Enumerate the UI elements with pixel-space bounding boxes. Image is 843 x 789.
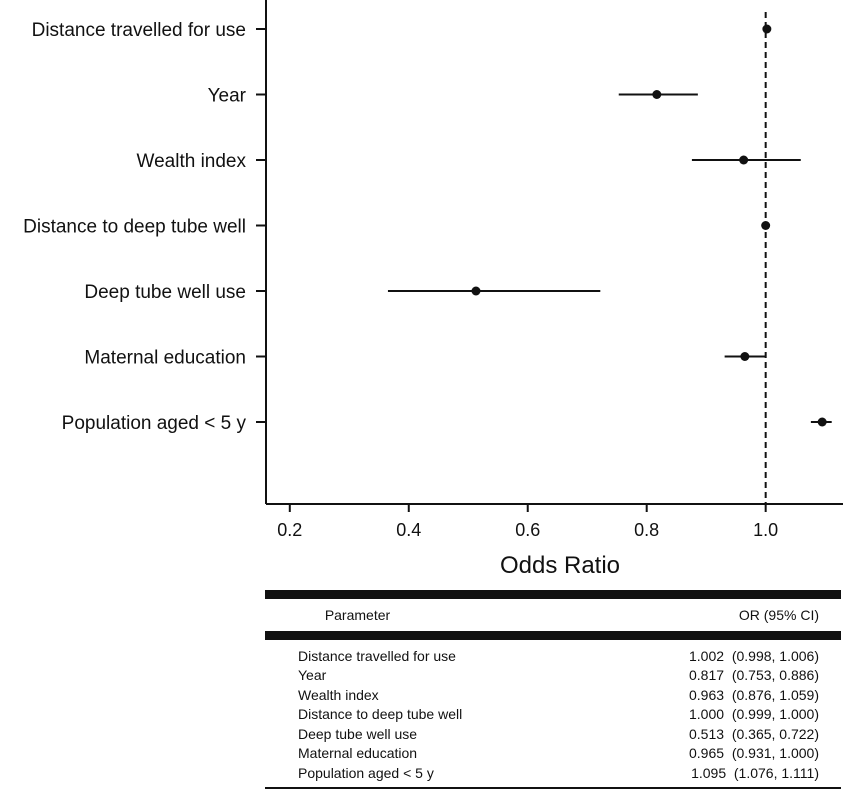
table-cell-or: 0.817 (0.753, 0.886) [689,667,819,684]
or-point [652,90,662,99]
x-tick-label: 0.8 [634,520,659,540]
table-row: Distance travelled for use 1.002 (0.998, … [265,646,841,666]
x-axis-label: Odds Ratio [500,552,620,579]
table-body: Distance travelled for use 1.002 (0.998, … [265,640,841,787]
table-cell-parameter: Deep tube well use [298,725,418,742]
table-row: Population aged < 5 y 1.095 (1.076, 1.111… [265,763,841,783]
or-point [762,24,772,34]
table-cell-parameter: Wealth index [298,686,379,703]
row-label: Wealth index [137,151,247,172]
or-point [740,352,750,361]
table-cell-or: 1.095 (1.076, 1.111) [691,764,819,781]
table-row: Wealth index 0.963 (0.876, 1.059) [265,685,841,705]
table-cell-parameter: Distance to deep tube well [298,706,463,723]
row-label: Population aged < 5 y [62,413,247,434]
x-tick-label: 0.6 [515,520,540,540]
or-point [471,286,481,296]
table-cell-parameter: Year [298,667,327,684]
row-label: Deep tube well use [84,282,246,303]
header-or: OR (95% CI) [738,607,819,623]
table-cell-parameter: Maternal education [298,745,418,762]
x-tick-label: 1.0 [753,520,778,540]
row-label: Year [208,86,247,107]
table-row: Maternal education 0.965 (0.931, 1.000) [265,744,841,764]
x-tick-label: 0.2 [277,520,302,540]
row-label: Distance to deep tube well [23,217,246,238]
table-row: Deep tube well use 0.513 (0.365, 0.722) [265,724,841,744]
table-bottom-rule [265,786,841,789]
table-cell-parameter: Population aged < 5 y [298,764,434,781]
table-cell-or: 0.963 (0.876, 1.059) [689,686,819,703]
x-tick-label: 0.4 [396,520,421,540]
table-header-rule [265,631,841,640]
results-table: Parameter OR (95% CI) Distance travelled… [265,590,841,789]
or-point [761,221,771,230]
table-cell-or: 0.513 (0.365, 0.722) [689,725,819,742]
forest-plot: 0.2 0.4 0.6 0.8 1.0 Distance travelled for us… [23,0,843,579]
table-row: Distance to deep tube well 1.000 (0.999, … [265,705,841,725]
table-cell-parameter: Distance travelled for use [298,647,456,664]
table-top-rule [265,590,841,599]
or-point [739,155,749,165]
table-cell-or: 1.000 (0.999, 1.000) [689,706,819,723]
table-row: Year 0.817 (0.753, 0.886) [265,666,841,686]
table-header: Parameter OR (95% CI) [265,599,841,631]
row-label: Distance travelled for use [32,20,246,41]
or-point [817,417,827,427]
row-label: Maternal education [84,348,246,369]
table-cell-or: 0.965 (0.931, 1.000) [689,745,819,762]
header-parameter: Parameter [324,607,391,623]
table-cell-or: 1.002 (0.998, 1.006) [689,647,819,664]
